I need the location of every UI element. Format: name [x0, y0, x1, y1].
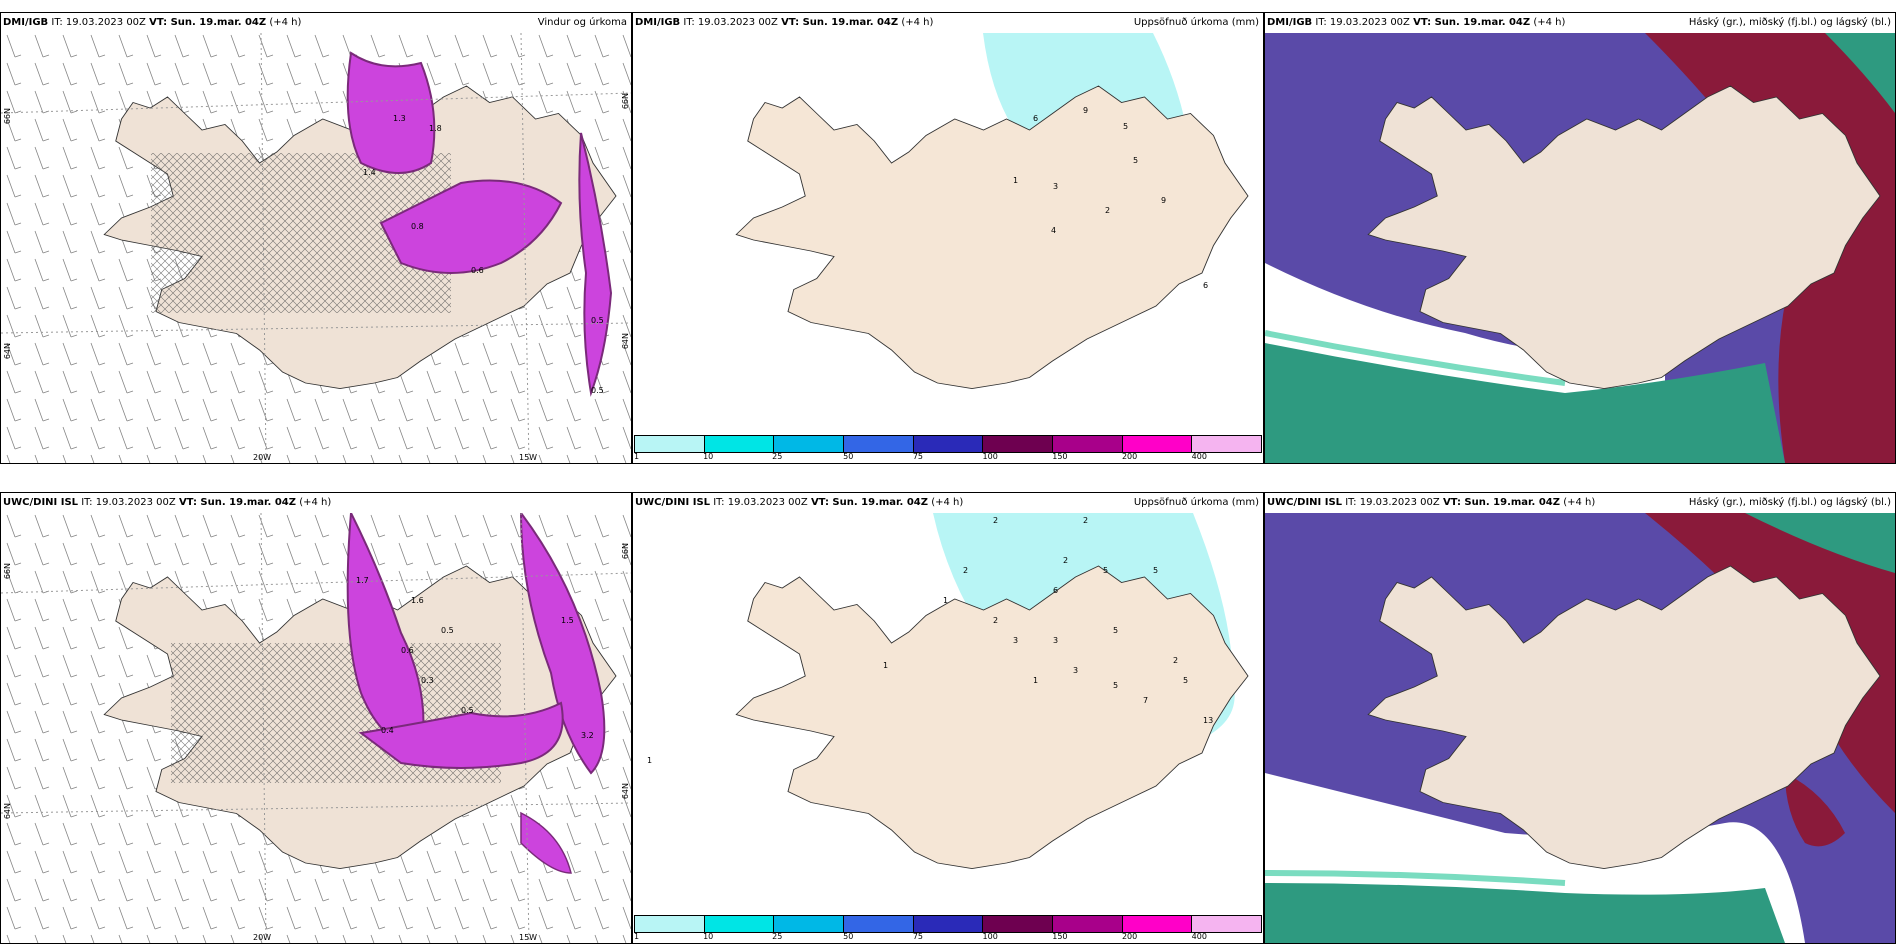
precip-label: 2 [963, 566, 968, 575]
map-panel-clouds-uwc: UWC/DINI ISL IT: 19.03.2023 00Z VT: Sun.… [1264, 492, 1896, 944]
precip-label: 5 [1183, 676, 1188, 685]
wind-precip-area [519, 513, 606, 775]
panel-header: UWC/DINI ISL IT: 19.03.2023 00Z VT: Sun.… [1, 493, 631, 513]
panel-title: Háský (gr.), miðský (fj.bl.) og lágský (… [1688, 17, 1891, 28]
panel-title: Uppsöfnuð úrkoma (mm) [1133, 497, 1259, 508]
lon-label: 20W [253, 933, 272, 942]
panel-title: Háský (gr.), miðský (fj.bl.) og lágský (… [1688, 497, 1891, 508]
lat-label: 66N [3, 108, 12, 125]
lon-label: 15W [519, 933, 538, 942]
map-panel-precip-uwc: UWC/DINI ISL IT: 19.03.2023 00Z VT: Sun.… [632, 492, 1264, 944]
wind-label: 0.6 [401, 646, 414, 655]
lon-label: 20W [253, 453, 272, 462]
precip-label: 2 [1083, 516, 1088, 525]
cloud-map [1265, 513, 1895, 943]
lat-label: 66N [621, 93, 630, 110]
wind-precip-map: 1.7 1.6 1.5 0.5 0.6 0.3 0.4 0.5 3.2 [1, 513, 631, 943]
precip-colorbar: 1 10 25 50 75 100 150 200 400 [633, 433, 1263, 463]
precip-label: 5 [1113, 626, 1118, 635]
wind-precip-area [379, 179, 563, 274]
wind-label: 1.8 [429, 124, 442, 133]
lat-label: 66N [621, 543, 630, 560]
low-cloud-area [1265, 883, 1785, 943]
precip-label: 6 [1053, 586, 1058, 595]
wind-label: 0.5 [461, 706, 474, 715]
lat-label: 66N [3, 563, 12, 580]
precip-label: 1 [1033, 676, 1038, 685]
low-cloud-area [1265, 343, 1785, 463]
wind-label: 0.3 [421, 676, 434, 685]
wind-precip-area [578, 132, 613, 397]
precip-label: 7 [1143, 696, 1148, 705]
wind-label: 0.5 [591, 316, 604, 325]
precip-map: 2 2 2 6 5 5 2 1 3 3 5 2 1 3 5 2 13 7 5 1… [633, 513, 1263, 913]
map-panel-wind-dmi: DMI/IGB IT: 19.03.2023 00Z VT: Sun. 19.m… [0, 12, 632, 464]
precip-label: 6 [1203, 281, 1208, 290]
wind-precip-map: 1.3 1.8 1.4 0.8 0.6 0.5 0.5 [1, 33, 631, 463]
precip-label: 3 [1073, 666, 1078, 675]
wind-label: 0.6 [471, 266, 484, 275]
wind-label: 1.4 [363, 168, 376, 177]
wind-precip-area [358, 701, 564, 769]
wind-label: 1.3 [393, 114, 406, 123]
precip-label: 4 [1051, 226, 1056, 235]
precip-label: 6 [1033, 114, 1038, 123]
precip-label: 2 [993, 616, 998, 625]
wind-label: 1.7 [356, 576, 369, 585]
lat-label: 64N [3, 343, 12, 360]
precip-map: 6 9 5 3 5 1 2 9 4 6 [633, 33, 1263, 433]
panel-header: DMI/IGB IT: 19.03.2023 00Z VT: Sun. 19.m… [1265, 13, 1895, 33]
wind-label: 3.2 [581, 731, 594, 740]
precip-label: 2 [993, 516, 998, 525]
wind-label: 0.4 [381, 726, 394, 735]
precip-colorbar: 1 10 25 50 75 100 150 200 400 [633, 913, 1263, 943]
panel-header: UWC/DINI ISL IT: 19.03.2023 00Z VT: Sun.… [1265, 493, 1895, 513]
wind-precip-area [520, 811, 572, 874]
lat-label: 64N [621, 783, 630, 800]
cloud-map [1265, 33, 1895, 463]
precip-label: 13 [1203, 716, 1213, 725]
precip-label: 5 [1133, 156, 1138, 165]
precip-label: 5 [1113, 681, 1118, 690]
wind-label: 1.6 [411, 596, 424, 605]
precip-label: 3 [1053, 182, 1058, 191]
precip-label: 9 [1161, 196, 1166, 205]
precip-label: 5 [1153, 566, 1158, 575]
panel-header: DMI/IGB IT: 19.03.2023 00Z VT: Sun. 19.m… [1, 13, 631, 33]
wind-label: 0.5 [441, 626, 454, 635]
panel-header: UWC/DINI ISL IT: 19.03.2023 00Z VT: Sun.… [633, 493, 1263, 513]
lon-label: 15W [519, 453, 538, 462]
precip-label: 1 [1013, 176, 1018, 185]
precip-label: 2 [1105, 206, 1110, 215]
map-panel-precip-dmi: DMI/IGB IT: 19.03.2023 00Z VT: Sun. 19.m… [632, 12, 1264, 464]
precip-label: 9 [1083, 106, 1088, 115]
precip-label: 3 [1053, 636, 1058, 645]
mid-cloud-area [1645, 513, 1895, 813]
precip-label: 2 [1173, 656, 1178, 665]
precip-label: 1 [647, 756, 652, 765]
map-panel-clouds-dmi: DMI/IGB IT: 19.03.2023 00Z VT: Sun. 19.m… [1264, 12, 1896, 464]
precip-label: 1 [883, 661, 888, 670]
panel-title: Uppsöfnuð úrkoma (mm) [1133, 17, 1259, 28]
wind-precip-area [346, 51, 436, 174]
panel-title: Vindur og úrkoma [537, 17, 627, 28]
precip-label: 5 [1103, 566, 1108, 575]
wind-label: 0.8 [411, 222, 424, 231]
lat-label: 64N [621, 333, 630, 350]
precip-label: 2 [1063, 556, 1068, 565]
panel-header: DMI/IGB IT: 19.03.2023 00Z VT: Sun. 19.m… [633, 13, 1263, 33]
precip-label: 3 [1013, 636, 1018, 645]
wind-label: 1.5 [561, 616, 574, 625]
lat-label: 64N [3, 803, 12, 820]
precip-label: 1 [943, 596, 948, 605]
wind-label: 0.5 [591, 386, 604, 395]
map-panel-wind-uwc: UWC/DINI ISL IT: 19.03.2023 00Z VT: Sun.… [0, 492, 632, 944]
precip-label: 5 [1123, 122, 1128, 131]
